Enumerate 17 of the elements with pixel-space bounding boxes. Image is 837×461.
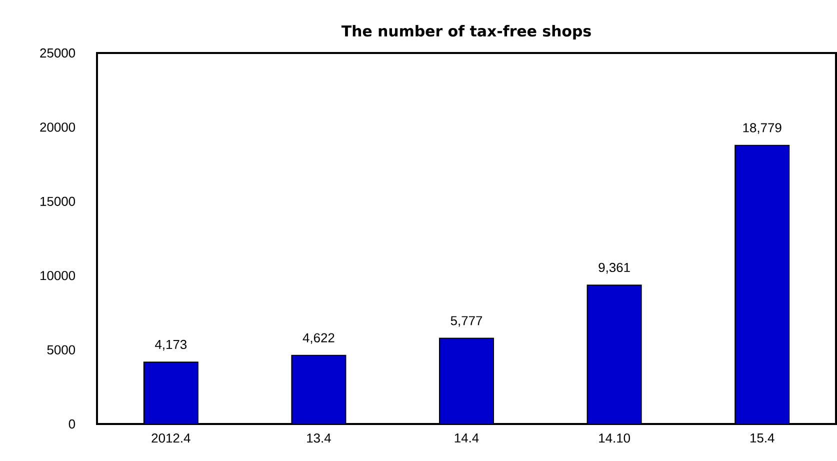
- data-label: 18,779: [743, 123, 782, 134]
- x-tick-label: 14.4: [454, 434, 479, 442]
- y-tick-label: 20000: [40, 122, 76, 132]
- data-label: 4,173: [154, 340, 187, 351]
- x-tick-label: 15.4: [750, 434, 774, 443]
- y-tick-label: 5000: [47, 345, 76, 354]
- x-tick-label: 13.4: [307, 433, 331, 443]
- chart-title: The number of tax-free shops: [341, 25, 591, 40]
- y-tick-label: 0: [68, 419, 76, 429]
- x-tick-label: 2012.4: [152, 433, 190, 443]
- y-tick-label: 25000: [40, 48, 76, 58]
- data-label: 9,361: [598, 262, 630, 274]
- y-tick-label: 10000: [40, 271, 76, 280]
- x-tick-label: 14.10: [599, 433, 630, 443]
- data-label: 5,777: [450, 316, 482, 327]
- y-tick-label: 15000: [40, 196, 76, 206]
- data-label: 4,622: [302, 333, 334, 344]
